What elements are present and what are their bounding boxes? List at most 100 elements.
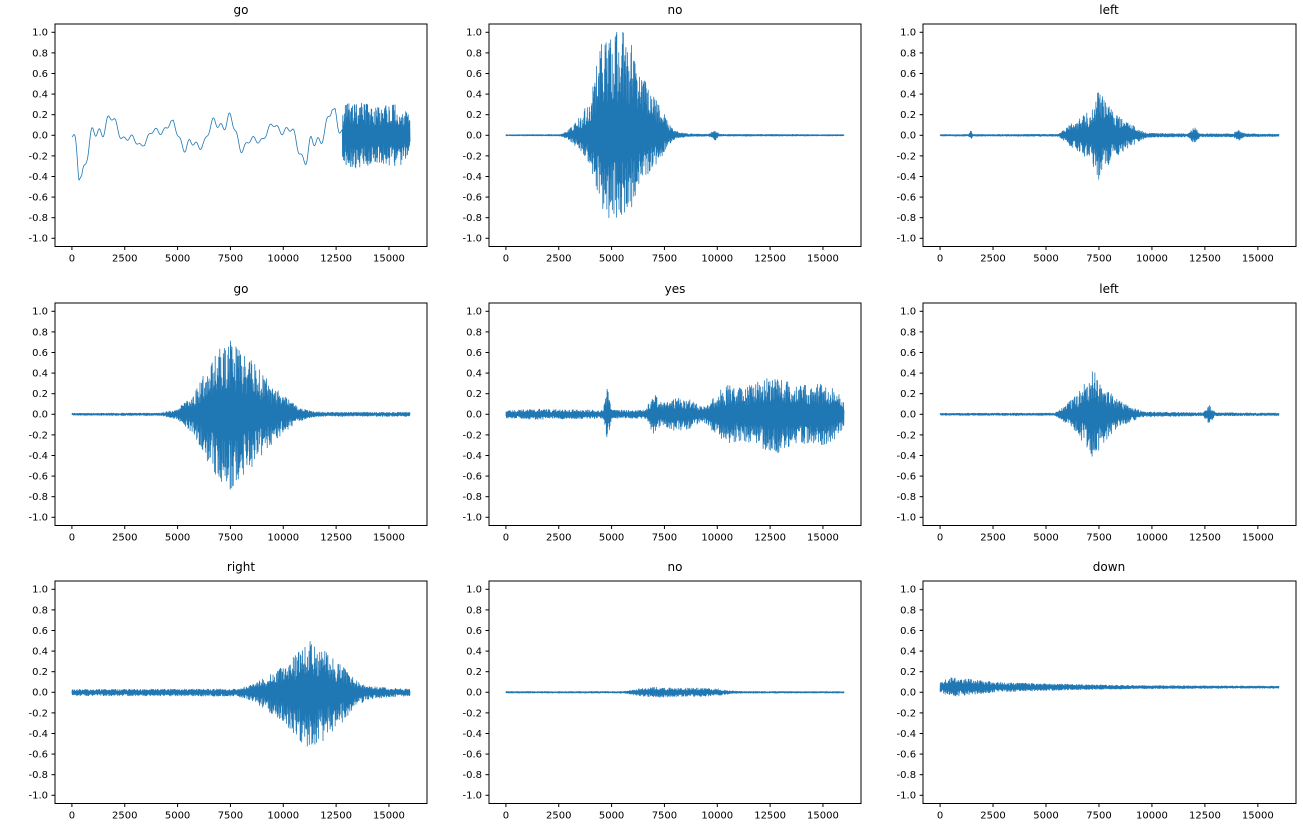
svg-text:-1.0: -1.0 <box>897 791 917 802</box>
plot-title: left <box>1099 3 1119 17</box>
svg-text:0.8: 0.8 <box>900 327 916 338</box>
svg-text:0.4: 0.4 <box>466 647 482 658</box>
svg-text:-0.6: -0.6 <box>463 750 482 761</box>
svg-text:12500: 12500 <box>754 811 786 822</box>
svg-text:5000: 5000 <box>599 532 624 543</box>
svg-text:0.2: 0.2 <box>466 110 482 121</box>
svg-text:10000: 10000 <box>701 254 733 265</box>
svg-text:0.6: 0.6 <box>32 626 48 637</box>
svg-text:-1.0: -1.0 <box>29 512 48 523</box>
plot-title: down <box>1092 560 1126 575</box>
svg-text:5000: 5000 <box>599 254 624 265</box>
svg-text:15000: 15000 <box>1242 254 1274 265</box>
svg-text:0.4: 0.4 <box>900 368 916 379</box>
svg-text:-1.0: -1.0 <box>463 512 482 523</box>
plot-title: right <box>226 560 256 575</box>
svg-text:0.2: 0.2 <box>32 110 48 121</box>
svg-text:10000: 10000 <box>1136 811 1168 822</box>
subplot-go-2: go -1.0 -0.8 -0.6 -0.4 -0.2 0.0 0.2 0.4 0.6 0.8 1.… <box>0 279 434 558</box>
svg-text:-0.8: -0.8 <box>897 492 917 503</box>
svg-text:0: 0 <box>503 811 509 822</box>
svg-text:-0.8: -0.8 <box>897 213 917 224</box>
svg-text:-0.4: -0.4 <box>897 729 917 740</box>
svg-text:15000: 15000 <box>1242 811 1274 822</box>
svg-text:12500: 12500 <box>1189 254 1221 265</box>
svg-text:1.0: 1.0 <box>32 306 48 317</box>
svg-text:12500: 12500 <box>320 254 352 265</box>
svg-text:0: 0 <box>503 254 509 265</box>
svg-text:0: 0 <box>503 532 509 543</box>
svg-text:12500: 12500 <box>754 532 786 543</box>
svg-text:7500: 7500 <box>652 532 677 543</box>
svg-text:7500: 7500 <box>218 532 243 543</box>
svg-text:-0.8: -0.8 <box>29 770 48 781</box>
svg-text:12500: 12500 <box>320 811 352 822</box>
svg-text:5000: 5000 <box>165 254 190 265</box>
svg-text:-0.6: -0.6 <box>463 471 482 482</box>
svg-text:15000: 15000 <box>373 811 405 822</box>
svg-text:5000: 5000 <box>165 532 190 543</box>
svg-text:2500: 2500 <box>980 254 1006 265</box>
svg-text:1.0: 1.0 <box>466 28 482 39</box>
svg-text:5000: 5000 <box>599 811 624 822</box>
svg-text:0.6: 0.6 <box>32 69 48 80</box>
svg-text:2500: 2500 <box>112 254 137 265</box>
svg-text:1.0: 1.0 <box>32 28 48 39</box>
svg-text:0.8: 0.8 <box>900 48 916 59</box>
svg-text:-0.4: -0.4 <box>463 172 482 183</box>
svg-text:0.0: 0.0 <box>466 409 482 420</box>
svg-text:-0.2: -0.2 <box>897 708 917 719</box>
svg-text:1.0: 1.0 <box>466 585 482 596</box>
svg-text:-0.8: -0.8 <box>29 492 48 503</box>
svg-text:0.8: 0.8 <box>900 605 916 616</box>
subplot-yes-1: yes -1.0 -0.8 -0.6 -0.4 -0.2 0.0 0.2 0.4 0.6 0.8 1… <box>434 279 868 558</box>
svg-text:-0.6: -0.6 <box>897 750 917 761</box>
waveform-plot: -1.0 -0.8 -0.6 -0.4 -0.2 0.0 0.2 0.4 0.6 0.8 1.0 0 2… <box>29 580 428 822</box>
svg-text:-0.6: -0.6 <box>29 471 48 482</box>
waveform-plot: -1.0 -0.8 -0.6 -0.4 -0.2 0.0 0.2 0.4 0.6 0.8 1.0 0 2… <box>463 580 862 822</box>
svg-text:-0.4: -0.4 <box>29 450 48 461</box>
svg-text:10000: 10000 <box>267 254 299 265</box>
svg-text:5000: 5000 <box>1033 532 1059 543</box>
svg-text:1.0: 1.0 <box>900 306 916 317</box>
svg-text:0.6: 0.6 <box>466 69 482 80</box>
svg-text:0.0: 0.0 <box>900 131 916 142</box>
svg-text:0.2: 0.2 <box>900 667 916 678</box>
svg-text:1.0: 1.0 <box>32 585 48 596</box>
svg-text:12500: 12500 <box>320 532 352 543</box>
svg-text:7500: 7500 <box>218 811 243 822</box>
svg-text:-1.0: -1.0 <box>29 791 48 802</box>
svg-text:15000: 15000 <box>1242 532 1274 543</box>
svg-text:10000: 10000 <box>701 532 733 543</box>
svg-text:-0.4: -0.4 <box>897 172 917 183</box>
subplot-right-1: right -1.0 -0.8 -0.6 -0.4 -0.2 0.0 0.2 0.4 0.6 0.… <box>0 557 434 836</box>
svg-text:0.4: 0.4 <box>900 647 916 658</box>
svg-text:0.0: 0.0 <box>900 688 916 699</box>
svg-text:0: 0 <box>69 532 75 543</box>
svg-text:15000: 15000 <box>373 254 405 265</box>
svg-text:0.8: 0.8 <box>32 327 48 338</box>
svg-text:-0.2: -0.2 <box>463 430 482 441</box>
svg-text:-1.0: -1.0 <box>897 234 917 245</box>
svg-text:0.4: 0.4 <box>32 647 48 658</box>
svg-text:7500: 7500 <box>1086 811 1112 822</box>
subplot-left-2: left -1.0 -0.8 -0.6 -0.4 -0.2 0.0 0.2 0.4 0.6 0.8… <box>868 279 1303 558</box>
waveform-plot: -1.0 -0.8 -0.6 -0.4 -0.2 0.0 0.2 0.4 0.6 0.8 1.0 0 2… <box>897 23 1297 265</box>
plot-title: left <box>1099 281 1119 296</box>
svg-text:1.0: 1.0 <box>466 306 482 317</box>
svg-text:-0.8: -0.8 <box>463 770 482 781</box>
svg-text:5000: 5000 <box>1033 254 1059 265</box>
subplot-no-1: no -1.0 -0.8 -0.6 -0.4 -0.2 0.0 0.2 0.4 0.6 0.8 1.… <box>434 0 868 279</box>
plot-title: go <box>233 3 249 17</box>
svg-text:15000: 15000 <box>807 811 839 822</box>
svg-text:0.2: 0.2 <box>900 110 916 121</box>
waveform-plot: -1.0 -0.8 -0.6 -0.4 -0.2 0.0 0.2 0.4 0.6 0.8 1.0 0 2… <box>463 23 862 265</box>
svg-text:0: 0 <box>937 811 943 822</box>
svg-text:0.8: 0.8 <box>32 605 48 616</box>
svg-text:0.8: 0.8 <box>466 327 482 338</box>
svg-text:7500: 7500 <box>1086 532 1112 543</box>
svg-text:0: 0 <box>937 532 943 543</box>
svg-text:0.0: 0.0 <box>466 688 482 699</box>
svg-text:0.4: 0.4 <box>466 89 482 100</box>
